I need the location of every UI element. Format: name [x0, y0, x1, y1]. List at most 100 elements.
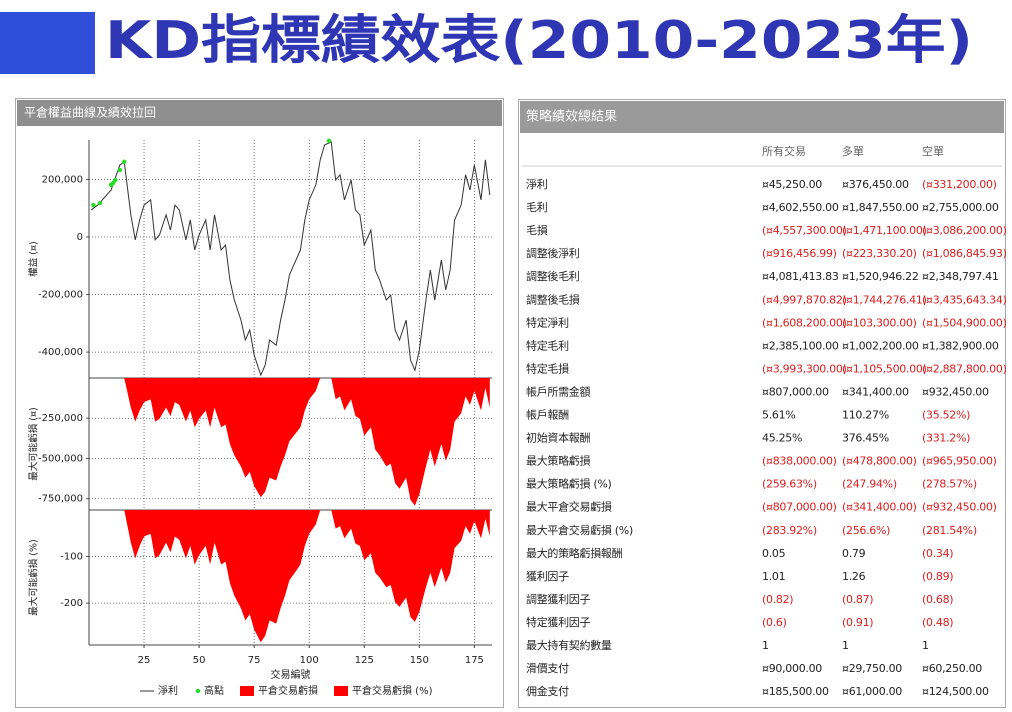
table-cell: (¤1,105,500.00): [842, 362, 927, 375]
table-cell: ¤1,002,200.00: [842, 339, 919, 352]
table-cell: (¤3,993,300.00): [762, 362, 847, 375]
high-point: [97, 200, 103, 206]
row-label: 特定毛損: [526, 361, 569, 375]
table-cell: (256.6%): [842, 524, 890, 537]
table-cell: (0.89): [922, 570, 953, 583]
table-cell: 1.01: [762, 570, 785, 583]
title-block: [0, 12, 95, 74]
table-cell: ¤2,348,797.41: [922, 270, 999, 283]
legend-label: 平倉交易虧損: [258, 684, 318, 697]
row-label: 最大策略虧損 (%): [526, 477, 612, 491]
table-cell: (¤3,435,643.34): [922, 293, 1007, 306]
high-point: [91, 202, 96, 208]
table-cell: ¤29,750.00: [842, 662, 902, 675]
column-header: 空單: [922, 144, 944, 158]
row-label: 最大平倉交易虧損 (%): [526, 523, 633, 537]
slide-title: KD指標績效表(2010-2023年): [105, 11, 973, 71]
row-label: 毛損: [526, 223, 548, 237]
x-tick-label: 150: [410, 655, 429, 666]
table-cell: (¤1,086,845.93): [922, 247, 1007, 260]
table-cell: ¤376,450.00: [842, 178, 909, 191]
row-label: 特定獲利因子: [526, 615, 590, 629]
table-cell: (¤932,450.00): [922, 501, 997, 514]
row-label: 獲利因子: [526, 570, 569, 583]
table-cell: (¤331,200.00): [922, 178, 997, 191]
table-cell: ¤4,602,550.00: [762, 201, 839, 214]
table-cell: (¤1,471,100.00): [842, 224, 927, 237]
row-label: 特定淨利: [526, 315, 569, 329]
table-cell: (278.57%): [922, 478, 977, 491]
row-label: 淨利: [526, 178, 548, 191]
table-cell: (0.48): [922, 616, 953, 629]
equity-line: [90, 141, 491, 377]
high-point: [113, 177, 118, 183]
table-cell: ¤45,250.00: [762, 178, 822, 191]
table-cell: (281.54%): [922, 524, 977, 537]
table-cell: 0.79: [842, 547, 866, 560]
row-label: 初始資本報酬: [526, 431, 590, 445]
x-tick-label: 175: [465, 655, 484, 666]
y-axis-label: 權益 (¤): [28, 241, 40, 276]
x-tick-label: 100: [300, 655, 319, 666]
table-cell: 45.25%: [762, 432, 802, 445]
table-cell: ¤1,382,900.00: [922, 339, 999, 352]
table-cell: (¤4,557,300.00): [762, 224, 847, 237]
row-label: 調整後毛損: [526, 292, 580, 306]
column-header: 所有交易: [762, 144, 806, 158]
x-tick-label: 50: [193, 655, 206, 666]
table-cell: (¤916,456.99): [762, 247, 837, 260]
table-cell: 1: [922, 639, 929, 652]
chart-panel-header: [17, 100, 502, 126]
legend-symbol: [195, 688, 201, 694]
row-label: 帳戶所需金額: [526, 384, 590, 398]
table-panel-header: [520, 101, 1004, 133]
x-tick-label: 75: [248, 655, 261, 666]
table-cell: ¤60,250.00: [922, 662, 982, 675]
chart-panel-title: 平倉權益曲線及績效拉回: [24, 105, 156, 120]
y-tick-label: -750,000: [38, 494, 83, 505]
row-label: 調整後毛利: [526, 269, 580, 283]
row-label: 最大平倉交易虧損: [526, 500, 612, 514]
table-cell: (259.63%): [762, 478, 817, 491]
table-cell: (¤223,330.20): [842, 247, 917, 260]
table-cell: 1.26: [842, 570, 866, 583]
table-cell: ¤2,755,000.00: [922, 201, 999, 214]
table-cell: (¤2,887,800.00): [922, 362, 1007, 375]
table-title: 策略績效總結果: [526, 109, 617, 125]
y-tick-label: -400,000: [38, 347, 83, 358]
table-cell: (331.2%): [922, 432, 970, 445]
y-axis-label: 最大可能虧損 (¤): [28, 407, 40, 480]
table-cell: 110.27%: [842, 409, 889, 422]
table-cell: (¤478,800.00): [842, 455, 917, 468]
table-cell: ¤341,400.00: [842, 385, 909, 398]
table-cell: (0.91): [842, 616, 873, 629]
table-cell: ¤1,520,946.22: [842, 270, 919, 283]
table-cell: (¤341,400.00): [842, 501, 917, 514]
legend-symbol: [334, 686, 348, 696]
table-panel: [518, 99, 1006, 708]
table-cell: ¤807,000.00: [762, 385, 829, 398]
drawdown-area: [91, 510, 490, 643]
y-tick-label: -100: [60, 552, 83, 563]
table-cell: (0.68): [922, 593, 953, 606]
row-label: 特定毛利: [526, 338, 569, 352]
legend-label: 平倉交易虧損 (%): [352, 684, 433, 697]
table-cell: ¤4,081,413.83: [762, 270, 839, 283]
legend-label: 高點: [204, 684, 224, 697]
table-cell: (¤838,000.00): [762, 455, 837, 468]
table-cell: 5.61%: [762, 409, 795, 422]
table-cell: (283.92%): [762, 524, 817, 537]
legend-symbol: [240, 686, 254, 696]
table-cell: ¤1,847,550.00: [842, 201, 919, 214]
drawdown-area: [91, 378, 490, 506]
high-point: [326, 138, 332, 144]
row-label: 最大持有契約數量: [526, 638, 612, 652]
row-label: 最大的策略虧損報酬: [526, 546, 623, 560]
column-header: 多單: [842, 144, 864, 158]
table-cell: ¤124,500.00: [922, 685, 989, 698]
table-cell: ¤932,450.00: [922, 385, 989, 398]
table-cell: (¤103,300.00): [842, 316, 917, 329]
x-tick-label: 25: [138, 655, 151, 666]
